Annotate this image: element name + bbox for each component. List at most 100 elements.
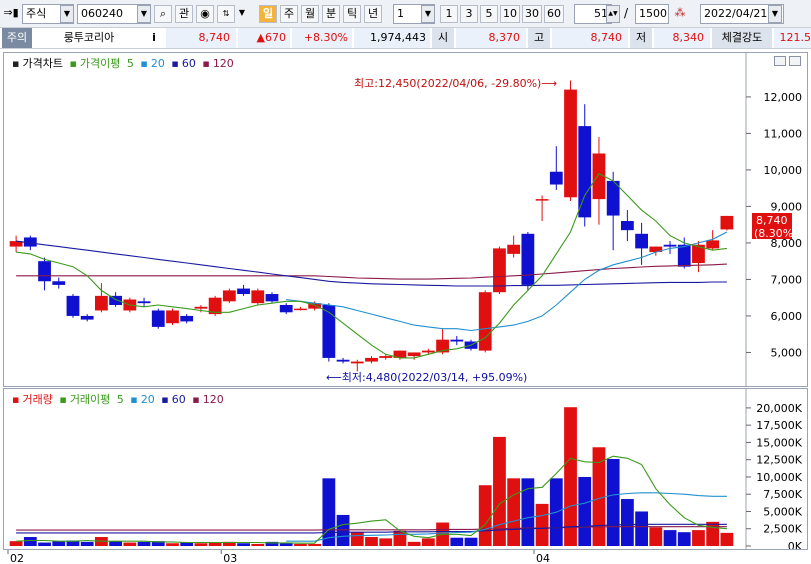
spinner-icon[interactable]: ▲▼ (606, 5, 620, 23)
period-minute-button[interactable]: 분 (322, 5, 340, 23)
vol-ma20-line (286, 492, 727, 542)
period-month-button[interactable]: 월 (301, 5, 319, 23)
volume-bar (66, 540, 80, 546)
candle-body (23, 237, 37, 247)
chevron-down-icon[interactable]: ▼ (60, 5, 74, 23)
chevron-down-icon[interactable]: ▼ (238, 8, 246, 17)
grid-icon[interactable]: ⁂ (674, 6, 686, 19)
candle-body (38, 261, 51, 282)
volume-bar (478, 485, 492, 546)
candle-body (521, 233, 535, 285)
candle-body (350, 361, 364, 364)
search-icon[interactable]: ⌕ (154, 5, 172, 23)
total-count-value: 1500 (639, 7, 667, 20)
interval-3-button[interactable]: 3 (460, 5, 478, 23)
interval-5-button[interactable]: 5 (480, 5, 498, 23)
price-ma-label: 가격이평 (79, 57, 121, 70)
total-count-input[interactable]: 1500 (635, 4, 669, 24)
period-week-button[interactable]: 주 (280, 5, 298, 23)
watch-button[interactable]: 관 (175, 5, 193, 23)
code-input[interactable]: 060240 (77, 4, 151, 24)
legend-marker: ▪ (12, 393, 20, 406)
period-year-button[interactable]: 년 (364, 5, 382, 23)
date-input[interactable]: 2022/04/21 (700, 4, 784, 24)
high-annotation: 최고:12,450(2022/04/06, -29.80%)⟶ (354, 77, 557, 90)
volume-chart-title: 거래량 (22, 393, 53, 406)
volume-bar (464, 537, 478, 546)
legend-ma5: 5 (126, 57, 134, 70)
chevron-down-icon[interactable]: ▼ (768, 5, 782, 23)
interval-10-button[interactable]: 10 (500, 5, 520, 23)
candle-body (578, 126, 592, 218)
candle-body (535, 199, 549, 201)
candle-body (393, 350, 407, 358)
candle-body (336, 359, 350, 362)
price-chart: 5,000 6,000 7,000 8,000 9,000 10,000 11,000 12,… (9, 53, 803, 386)
volume-bar (237, 543, 250, 546)
volume-bar (251, 543, 265, 546)
legend-vma60: 60 (171, 393, 186, 406)
minimize-icon[interactable] (774, 56, 786, 66)
date-input-value: 2022/04/21 (704, 7, 768, 20)
updown-icon[interactable]: ⇅ (217, 5, 235, 23)
legend-vma120: 120 (202, 393, 224, 406)
vol-ma5-line (16, 455, 727, 544)
candle-body (166, 310, 179, 324)
legend-ma60: 60 (181, 57, 196, 70)
period-day-button[interactable]: 일 (259, 5, 277, 23)
y-tick-label: 5,000K (763, 505, 802, 518)
warning-badge: 주의 (2, 28, 32, 48)
y-tick-label: 12,500K (756, 454, 802, 467)
x-tick-label: 02 (10, 552, 24, 564)
volume-bar (493, 436, 506, 546)
current-price: 8,740 (166, 28, 236, 48)
candle-body (493, 248, 506, 293)
interval-1-button[interactable]: 1 (440, 5, 458, 23)
period-tick-button[interactable]: 틱 (343, 5, 361, 23)
volume-bar (294, 543, 307, 546)
candle-body (265, 294, 279, 302)
vol-ma120-line (16, 526, 727, 531)
volume-bar (620, 499, 634, 546)
toolbar: ⇒▮ 주식 ▼ 060240 ▼ ⌕ 관 ◉ ⇅ ▼ 일 주 월 분 틱 년 1… (0, 0, 811, 28)
ma60-line (16, 240, 727, 287)
candle-body (692, 244, 705, 264)
y-tick-label: 15,000K (756, 436, 802, 449)
high-price: 8,740 (552, 28, 628, 48)
chevron-down-icon[interactable]: ▼ (421, 5, 435, 23)
chevron-down-icon[interactable]: ▼ (137, 5, 151, 23)
ma20-line (286, 231, 728, 332)
info-icon[interactable]: i (152, 31, 156, 44)
legend-marker: ▪ (202, 57, 210, 70)
y-tick-label: 2,500K (763, 523, 802, 536)
interval-60-button[interactable]: 60 (544, 5, 564, 23)
interval-30-button[interactable]: 30 (522, 5, 542, 23)
y-tick-label: 6,000 (771, 310, 803, 323)
current-price-box (752, 213, 792, 239)
y-tick-label: 0K (788, 540, 803, 549)
maximize-icon[interactable] (789, 56, 801, 66)
candle-body (564, 89, 577, 198)
volume-bar (109, 541, 123, 546)
code-input-value: 060240 (81, 7, 123, 20)
current-pct-tag: (8.30%) (754, 227, 798, 240)
open-price: 8,370 (456, 28, 526, 48)
volume-bar (350, 532, 364, 546)
volume-bar (166, 543, 179, 546)
candle-body (208, 297, 222, 315)
current-price-tag: 8,740 (756, 214, 788, 227)
volume-bar (663, 530, 677, 546)
menu-icon[interactable]: ⇒▮ (3, 6, 19, 19)
y-tick-label: 8,000 (771, 237, 803, 250)
volume-bar (9, 541, 23, 546)
legend-marker: ▪ (171, 57, 179, 70)
volume-bar (336, 514, 350, 546)
low-price: 8,340 (654, 28, 710, 48)
volume-bar (635, 511, 648, 546)
volume-bar (720, 532, 734, 546)
legend-vma5: 5 (116, 393, 124, 406)
candle-body (606, 180, 620, 216)
sound-icon[interactable]: ◉ (196, 5, 214, 23)
change-percent: +8.30% (292, 28, 352, 48)
y-tick-label: 5,000 (771, 346, 803, 359)
